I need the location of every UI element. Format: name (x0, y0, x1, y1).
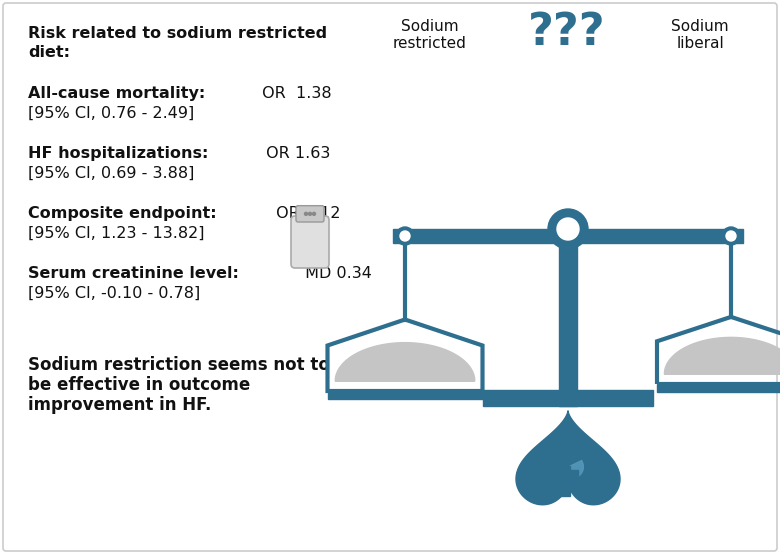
Polygon shape (561, 460, 583, 479)
Polygon shape (665, 337, 780, 374)
Text: Risk related to sodium restricted: Risk related to sodium restricted (28, 26, 327, 41)
Circle shape (309, 212, 311, 216)
Circle shape (726, 231, 736, 241)
Text: MD 0.34: MD 0.34 (300, 266, 372, 281)
Text: be effective in outcome: be effective in outcome (28, 376, 250, 394)
Text: ???: ??? (528, 11, 606, 54)
Text: OR 1.63: OR 1.63 (261, 146, 330, 161)
Circle shape (557, 218, 579, 240)
Text: [95% CI, 1.23 - 13.82]: [95% CI, 1.23 - 13.82] (28, 226, 204, 241)
FancyBboxPatch shape (3, 3, 777, 551)
Bar (566, 470, 578, 478)
Polygon shape (516, 411, 620, 505)
Text: [95% CI, -0.10 - 0.78]: [95% CI, -0.10 - 0.78] (28, 286, 200, 301)
Text: Sodium
liberal: Sodium liberal (671, 19, 729, 52)
FancyBboxPatch shape (296, 206, 324, 222)
Text: Sodium
restricted: Sodium restricted (393, 19, 467, 52)
Text: [95% CI, 0.69 - 3.88]: [95% CI, 0.69 - 3.88] (28, 166, 194, 181)
Bar (657, 384, 780, 392)
Circle shape (722, 227, 740, 245)
Text: OR 4.12: OR 4.12 (271, 206, 341, 221)
Text: HF hospitalizations:: HF hospitalizations: (28, 146, 208, 161)
Text: [95% CI, 0.76 - 2.49]: [95% CI, 0.76 - 2.49] (28, 106, 194, 121)
Circle shape (548, 209, 588, 249)
Bar (393, 229, 743, 243)
Text: diet:: diet: (28, 45, 70, 60)
Text: Sodium restriction seems not to: Sodium restriction seems not to (28, 356, 330, 374)
Circle shape (304, 212, 307, 216)
Text: OR  1.38: OR 1.38 (257, 86, 332, 101)
FancyBboxPatch shape (291, 216, 329, 268)
Text: Composite endpoint:: Composite endpoint: (28, 206, 217, 221)
Bar (559, 236, 577, 406)
Polygon shape (335, 342, 475, 381)
Text: All-cause mortality:: All-cause mortality: (28, 86, 205, 101)
Bar (483, 390, 653, 406)
Text: Serum creatinine level:: Serum creatinine level: (28, 266, 239, 281)
Circle shape (400, 231, 410, 241)
Bar (328, 391, 483, 399)
Circle shape (396, 227, 414, 245)
Bar (556, 466, 570, 496)
Text: improvement in HF.: improvement in HF. (28, 396, 211, 414)
Circle shape (313, 212, 315, 216)
